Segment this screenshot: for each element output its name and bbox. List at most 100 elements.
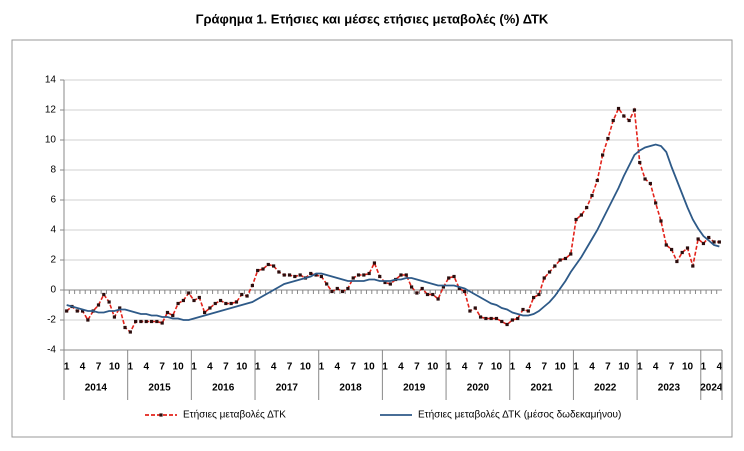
x-tick-label: 10	[236, 362, 248, 373]
x-tick-label: 1	[446, 362, 452, 373]
marker	[431, 292, 435, 297]
marker	[680, 250, 684, 255]
marker	[65, 309, 69, 313]
marker	[664, 243, 668, 247]
marker	[717, 240, 721, 244]
marker	[330, 289, 334, 294]
x-group-label: 2019	[403, 383, 426, 394]
x-tick-label: 4	[589, 362, 595, 373]
x-tick-label: 1	[319, 362, 325, 373]
marker	[537, 292, 541, 297]
marker	[463, 289, 467, 294]
marker	[494, 316, 499, 321]
marker	[383, 280, 387, 285]
x-tick-label: 7	[223, 362, 229, 373]
marker	[160, 321, 164, 325]
x-tick-label: 10	[109, 362, 121, 373]
x-tick-label: 7	[350, 362, 356, 373]
legend-label: Ετήσιες μεταβολές ΔΤΚ	[183, 409, 286, 421]
y-tick-label: 14	[45, 75, 57, 86]
marker	[574, 217, 578, 222]
marker	[181, 298, 185, 303]
marker	[696, 237, 700, 241]
marker	[691, 264, 695, 268]
marker	[648, 181, 652, 186]
marker	[510, 318, 514, 322]
x-group-label: 2021	[530, 383, 553, 394]
x-tick-label: 7	[605, 362, 611, 373]
legend-label: Ετήσιες μεταβολές ΔΤΚ (μέσος δωδεκαμήνου…	[418, 409, 621, 421]
x-tick-label: 4	[335, 362, 341, 373]
chart-border	[11, 39, 733, 438]
x-tick-label: 4	[526, 362, 532, 373]
marker	[86, 318, 90, 322]
marker	[478, 315, 483, 319]
marker	[399, 273, 403, 277]
x-tick-label: 10	[555, 362, 567, 373]
marker	[611, 118, 615, 123]
marker	[287, 273, 292, 277]
marker	[309, 271, 313, 276]
marker	[425, 292, 430, 297]
marker	[685, 246, 690, 250]
marker	[298, 273, 302, 277]
x-tick-label: 1	[382, 362, 388, 373]
x-tick-label: 10	[682, 362, 694, 373]
marker	[293, 274, 297, 279]
y-tick-label: 12	[45, 105, 57, 116]
marker	[473, 306, 477, 310]
x-tick-label: 7	[287, 362, 293, 373]
marker	[335, 286, 339, 291]
marker	[134, 319, 138, 324]
x-tick-label: 4	[80, 362, 86, 373]
marker	[340, 289, 345, 294]
marker	[547, 270, 552, 274]
marker	[112, 315, 117, 319]
x-tick-label: 10	[173, 362, 185, 373]
marker	[208, 306, 212, 310]
marker	[457, 286, 461, 291]
y-tick-label: 10	[45, 135, 57, 146]
marker	[622, 114, 626, 118]
marker	[579, 213, 583, 217]
marker	[569, 252, 573, 256]
x-tick-label: 1	[255, 362, 261, 373]
marker	[553, 264, 557, 268]
x-tick-label: 4	[143, 362, 149, 373]
marker	[351, 276, 355, 280]
y-tick-label: 2	[50, 255, 56, 266]
marker	[707, 235, 711, 240]
marker	[409, 285, 414, 289]
marker	[80, 309, 85, 313]
marker	[415, 291, 419, 295]
marker	[325, 282, 329, 286]
series-line	[66, 143, 720, 321]
x-tick-label: 7	[478, 362, 484, 373]
marker	[144, 319, 148, 324]
x-tick-label: 1	[637, 362, 643, 373]
marker	[563, 256, 568, 261]
marker	[176, 301, 180, 306]
x-group-label: 2022	[594, 383, 617, 394]
marker	[118, 306, 122, 310]
marker	[436, 297, 440, 301]
y-tick-label: 0	[50, 285, 56, 296]
marker	[516, 316, 520, 321]
marker	[404, 273, 408, 277]
marker	[420, 286, 424, 291]
marker	[606, 136, 610, 141]
x-tick-label: 1	[573, 362, 579, 373]
marker	[356, 273, 361, 277]
marker	[590, 193, 594, 198]
x-tick-label: 7	[541, 362, 547, 373]
marker	[234, 300, 239, 304]
marker	[601, 153, 605, 157]
marker	[218, 298, 223, 303]
marker	[314, 273, 318, 277]
marker	[128, 330, 132, 334]
marker	[171, 313, 175, 318]
x-tick-label: 4	[462, 362, 468, 373]
marker	[526, 309, 530, 313]
marker	[155, 319, 159, 324]
marker	[197, 295, 201, 300]
